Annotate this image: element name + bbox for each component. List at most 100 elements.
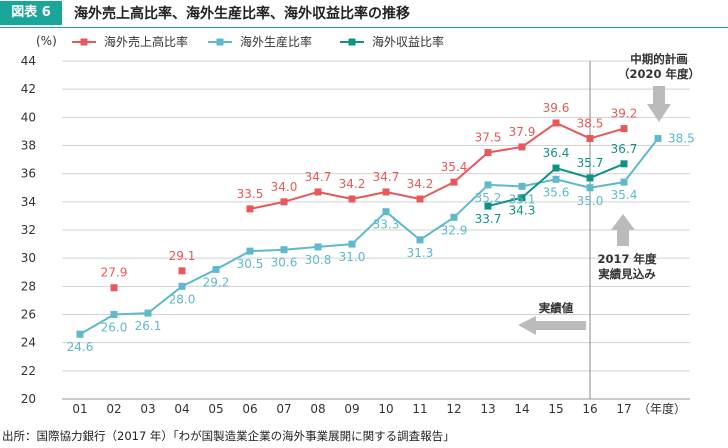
data-label: 27.9 (101, 266, 128, 280)
y-tick-label: 20 (21, 392, 36, 406)
data-point (246, 247, 254, 255)
y-tick-label: 32 (21, 223, 36, 237)
data-label: 34.3 (509, 204, 536, 218)
data-point (314, 188, 322, 196)
data-point (518, 182, 526, 190)
data-label: 38.5 (577, 116, 604, 130)
data-point (654, 134, 662, 142)
data-label: 31.0 (339, 250, 366, 264)
x-tick-label: 11 (412, 402, 427, 416)
data-point (382, 188, 390, 196)
x-tick-label: 13 (480, 402, 495, 416)
series (76, 119, 662, 338)
x-tick-label: 07 (276, 402, 291, 416)
figure-header: 図表 6 海外売上高比率、海外生産比率、海外収益比率の推移 (0, 0, 728, 28)
legend: 海外売上高比率 海外生産比率 海外収益比率 (72, 34, 444, 49)
data-point (484, 202, 492, 210)
estimate-label-line2: 実績見込み (598, 267, 656, 281)
data-label: 37.5 (475, 131, 502, 145)
data-label: 39.6 (543, 101, 570, 115)
series-line (79, 137, 659, 336)
up-arrow-icon (611, 214, 635, 246)
data-label: 34.0 (271, 180, 298, 194)
data-point (586, 184, 594, 192)
y-tick-label: 36 (21, 167, 36, 181)
y-tick-label: 28 (21, 279, 36, 293)
data-label: 29.2 (203, 275, 230, 289)
y-tick-label: 34 (21, 195, 36, 209)
data-point (518, 143, 526, 151)
data-label: 35.1 (509, 192, 536, 206)
data-label: 36.4 (543, 146, 570, 160)
legend-label: 海外生産比率 (240, 34, 312, 49)
data-point (484, 181, 492, 189)
data-label: 34.2 (339, 177, 366, 191)
x-tick-label: 02 (106, 402, 121, 416)
data-point (586, 134, 594, 142)
data-point (212, 265, 220, 273)
plan-label-line1: 中期的計画 (630, 52, 688, 66)
legend-swatch-marker (216, 38, 224, 46)
data-point (416, 236, 424, 244)
data-label: 26.1 (135, 319, 162, 333)
figure-title: 海外売上高比率、海外生産比率、海外収益比率の推移 (74, 6, 410, 22)
data-label: 30.8 (305, 253, 332, 267)
series-line (249, 121, 625, 210)
x-tick-label: 12 (446, 402, 461, 416)
data-point (382, 208, 390, 216)
y-tick-label: 38 (21, 139, 36, 153)
y-tick-label: 26 (21, 308, 36, 322)
data-label: 37.9 (509, 125, 536, 139)
legend-swatch-marker (80, 38, 88, 46)
data-point (76, 330, 84, 338)
data-point (552, 175, 560, 183)
data-label: 34.7 (305, 170, 332, 184)
figure-badge: 図表 6 (0, 1, 62, 25)
data-point (552, 119, 560, 127)
data-label: 36.7 (611, 142, 638, 156)
actual-label: 実績値 (539, 301, 574, 315)
data-point (416, 195, 424, 203)
legend-label: 海外売上高比率 (104, 34, 188, 49)
data-label: 28.0 (169, 292, 196, 306)
y-tick-label: 30 (21, 251, 36, 265)
data-point (110, 284, 118, 292)
x-tick-label: 01 (72, 402, 87, 416)
data-label: 30.6 (271, 256, 298, 270)
x-tick-label: 17 (616, 402, 631, 416)
data-point (620, 178, 628, 186)
data-point (586, 174, 594, 182)
data-point (518, 194, 526, 202)
gridlines (62, 60, 690, 400)
data-label: 34.2 (407, 177, 434, 191)
data-label: 33.7 (475, 212, 502, 226)
data-point (110, 311, 118, 318)
data-point (314, 243, 322, 251)
y-tick-label: 40 (21, 110, 36, 124)
data-label: 32.9 (441, 223, 468, 237)
data-point (178, 267, 186, 275)
data-point (348, 240, 356, 248)
x-tick-label: 16 (582, 402, 597, 416)
data-point (280, 198, 288, 206)
legend-label: 海外収益比率 (372, 34, 444, 49)
y-axis-unit: (%) (36, 34, 57, 48)
x-tick-label: 05 (208, 402, 223, 416)
data-point (450, 178, 458, 186)
data-label: 26.0 (101, 321, 128, 335)
down-arrow-icon (647, 86, 671, 122)
data-point (620, 125, 628, 133)
data-label: 34.7 (373, 170, 400, 184)
data-point (552, 164, 560, 172)
data-label: 35.4 (441, 160, 468, 174)
x-tick-label: 15 (548, 402, 563, 416)
y-tick-label: 42 (21, 82, 36, 96)
x-tick-label: 09 (344, 402, 359, 416)
data-label: 31.3 (407, 246, 434, 260)
data-label: 30.5 (237, 257, 264, 271)
data-label: 33.3 (373, 218, 400, 232)
data-label: 35.0 (577, 194, 604, 208)
y-tick-label: 22 (21, 364, 36, 378)
